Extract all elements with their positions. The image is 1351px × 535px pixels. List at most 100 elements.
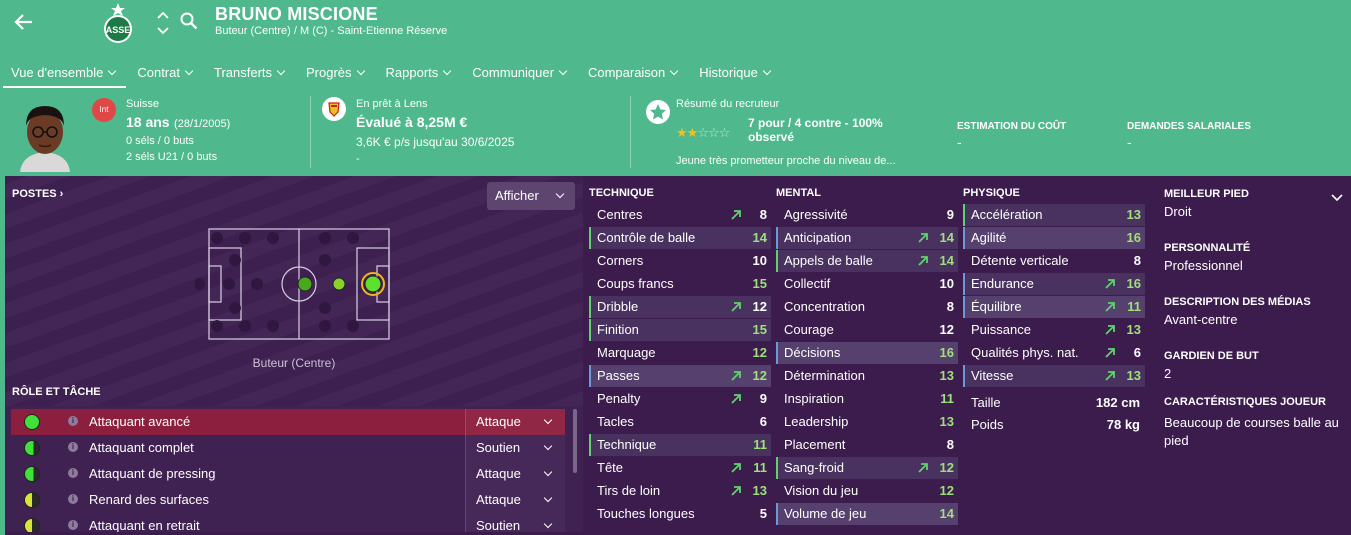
- role-row[interactable]: i Attaquant en retrait Soutien: [11, 513, 565, 532]
- attribute-name: Inspiration: [784, 391, 844, 406]
- back-arrow-icon[interactable]: [12, 10, 36, 34]
- attribute-row[interactable]: Dribble 12: [589, 296, 771, 318]
- attribute-row[interactable]: Touches longues 5: [589, 503, 771, 525]
- role-name: Attaquant complet: [89, 440, 194, 455]
- role-row[interactable]: i Attaquant avancé Attaque: [11, 409, 565, 435]
- info-icon[interactable]: i: [68, 442, 78, 452]
- attribute-row[interactable]: Décisions 16: [776, 342, 958, 364]
- attribute-row[interactable]: Volume de jeu 14: [776, 503, 958, 525]
- attribute-row[interactable]: Vision du jeu 12: [776, 480, 958, 502]
- menu-overview[interactable]: Vue d'ensemble: [0, 58, 127, 88]
- attribute-row[interactable]: Courage 12: [776, 319, 958, 341]
- player-avatar: [20, 106, 70, 172]
- menu-history[interactable]: Historique: [688, 58, 781, 88]
- info-icon[interactable]: i: [68, 468, 78, 478]
- attribute-name: Volume de jeu: [784, 506, 867, 521]
- attribute-name: Tête: [597, 460, 624, 475]
- attribute-row[interactable]: Passes 12: [589, 365, 771, 387]
- role-row[interactable]: i Attaquant de pressing Attaque: [11, 461, 565, 487]
- trend-arrow-icon: [731, 394, 741, 404]
- attribute-row[interactable]: Concentration 8: [776, 296, 958, 318]
- attribute-row[interactable]: Appels de balle 14: [776, 250, 958, 272]
- attribute-row[interactable]: Vitesse 13: [963, 365, 1145, 387]
- menu-reports[interactable]: Rapports: [375, 58, 462, 88]
- menu-comparison[interactable]: Comparaison: [577, 58, 688, 88]
- attribute-row[interactable]: Anticipation 14: [776, 227, 958, 249]
- trend-arrow-icon: [1105, 325, 1115, 335]
- attribute-row[interactable]: Qualités phys. nat. 6: [963, 342, 1145, 364]
- menu-contract[interactable]: Contrat: [126, 58, 203, 88]
- up-down-arrows-icon[interactable]: [156, 10, 170, 36]
- menu-progress[interactable]: Progrès: [295, 58, 375, 88]
- duty-dropdown[interactable]: Attaque: [465, 461, 565, 487]
- height-label: Taille: [971, 395, 1001, 410]
- player-subtitle: Buteur (Centre) / M (C) - Saint-Etienne …: [215, 25, 448, 37]
- attribute-row[interactable]: Centres 8: [589, 204, 771, 226]
- trend-arrow-icon: [731, 210, 741, 220]
- info-icon[interactable]: i: [68, 520, 78, 530]
- attribute-row[interactable]: Collectif 10: [776, 273, 958, 295]
- attribute-row[interactable]: Endurance 16: [963, 273, 1145, 295]
- attribute-row[interactable]: Inspiration 11: [776, 388, 958, 410]
- decorative-stripes: [5, 176, 583, 406]
- role-row[interactable]: i Attaquant complet Soutien: [11, 435, 565, 461]
- attribute-row[interactable]: Placement 8: [776, 434, 958, 456]
- attribute-row[interactable]: Tacles 6: [589, 411, 771, 433]
- attribute-row[interactable]: Leadership 13: [776, 411, 958, 433]
- info-icon[interactable]: i: [68, 416, 78, 426]
- attribute-name: Technique: [597, 437, 657, 452]
- club-crest-icon[interactable]: ASSE: [100, 2, 136, 44]
- info-icon[interactable]: i: [68, 494, 78, 504]
- attribute-value: 10: [752, 253, 767, 268]
- technique-title: TECHNIQUE: [589, 187, 654, 199]
- attribute-row[interactable]: Accélération 13: [963, 204, 1145, 226]
- attribute-value: 8: [946, 437, 954, 452]
- attribute-row[interactable]: Agressivité 9: [776, 204, 958, 226]
- duty-dropdown[interactable]: Soutien: [465, 513, 565, 532]
- attribute-row[interactable]: Détente verticale 8: [963, 250, 1145, 272]
- menu-communicate[interactable]: Communiquer: [461, 58, 577, 88]
- menu-transfers[interactable]: Transferts: [203, 58, 295, 88]
- attribute-name: Contrôle de balle: [597, 230, 696, 245]
- attribute-name: Coups francs: [597, 276, 674, 291]
- attribute-value: 14: [939, 230, 954, 245]
- positions-title[interactable]: POSTES ›: [12, 188, 64, 200]
- position-label: Buteur (Centre): [252, 356, 336, 370]
- duty-dropdown[interactable]: Soutien: [465, 435, 565, 461]
- attribute-value: 16: [1126, 276, 1141, 291]
- show-dropdown[interactable]: Afficher: [487, 182, 575, 210]
- role-list-scrollbar[interactable]: [573, 409, 577, 473]
- attribute-row[interactable]: Technique 11: [589, 434, 771, 456]
- role-suitability-icon: [24, 414, 40, 430]
- trend-arrow-icon: [1105, 371, 1115, 381]
- attribute-name: Collectif: [784, 276, 831, 291]
- attribute-row[interactable]: Marquage 12: [589, 342, 771, 364]
- attribute-row[interactable]: Tête 11: [589, 457, 771, 479]
- role-row[interactable]: i Renard des surfaces Attaque: [11, 487, 565, 513]
- attribute-name: Anticipation: [784, 230, 852, 245]
- attribute-row[interactable]: Corners 10: [589, 250, 771, 272]
- role-list: i Attaquant avancé Attaque i Attaquant c…: [11, 409, 565, 532]
- chevron-down-icon[interactable]: [1331, 194, 1343, 202]
- attribute-row[interactable]: Détermination 13: [776, 365, 958, 387]
- best-foot-value: Droit: [1164, 204, 1192, 219]
- attribute-row[interactable]: Contrôle de balle 14: [589, 227, 771, 249]
- attribute-row[interactable]: Puissance 13: [963, 319, 1145, 341]
- attribute-name: Marquage: [597, 345, 656, 360]
- attribute-row[interactable]: Penalty 9: [589, 388, 771, 410]
- attribute-row[interactable]: Coups francs 15: [589, 273, 771, 295]
- attribute-name: Corners: [597, 253, 644, 268]
- duty-dropdown[interactable]: Attaque: [465, 487, 565, 513]
- traits-label: CARACTÉRISTIQUES JOUEUR: [1164, 396, 1326, 408]
- attribute-row[interactable]: Équilibre 11: [963, 296, 1145, 318]
- attribute-value: 8: [759, 207, 767, 222]
- duty-dropdown[interactable]: Attaque: [465, 409, 565, 435]
- attribute-value: 13: [1126, 322, 1141, 337]
- search-icon[interactable]: [180, 12, 198, 30]
- attribute-row[interactable]: Tirs de loin 13: [589, 480, 771, 502]
- attribute-row[interactable]: Sang-froid 12: [776, 457, 958, 479]
- attribute-row[interactable]: Agilité 16: [963, 227, 1145, 249]
- attribute-row[interactable]: Finition 15: [589, 319, 771, 341]
- attribute-value: 12: [752, 299, 767, 314]
- attribute-name: Équilibre: [971, 299, 1022, 314]
